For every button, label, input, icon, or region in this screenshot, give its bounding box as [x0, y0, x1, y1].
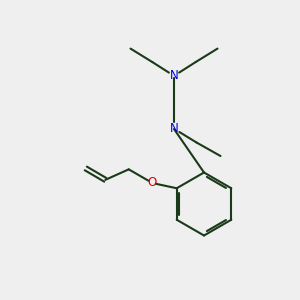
- Text: N: N: [169, 69, 178, 82]
- Text: N: N: [169, 122, 178, 136]
- Text: O: O: [148, 176, 157, 189]
